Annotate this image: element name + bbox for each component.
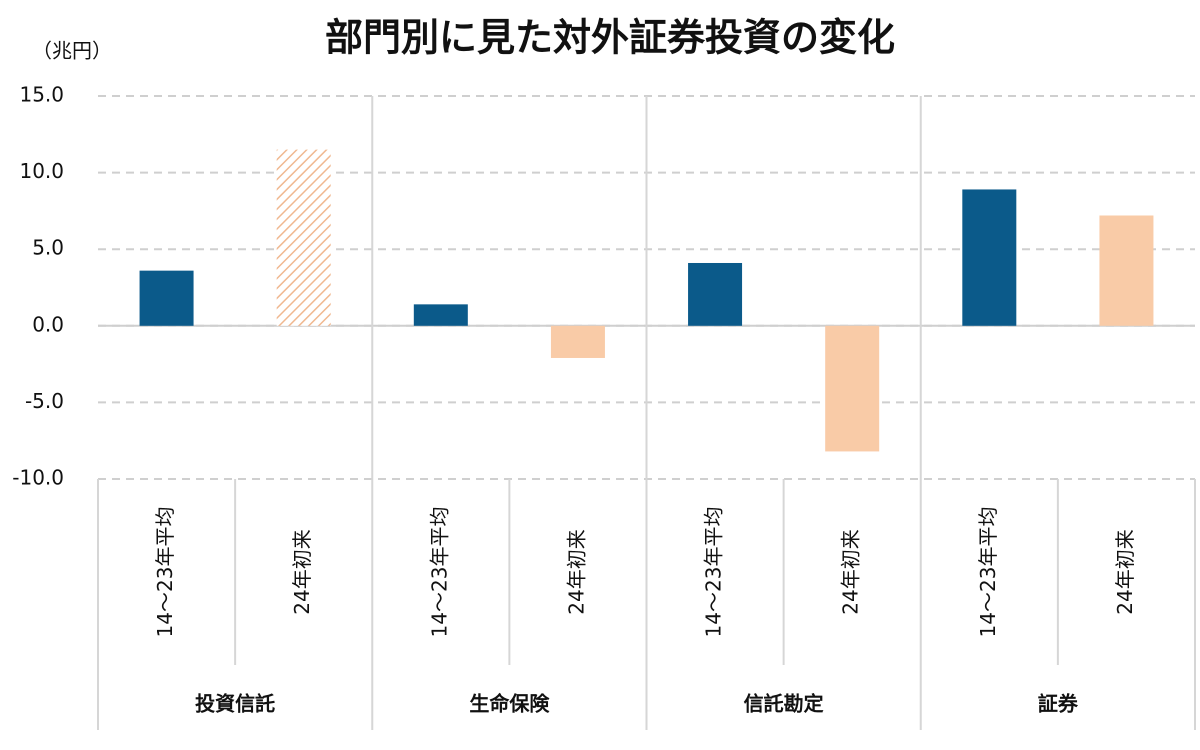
x-tick-label: 24年初来 (290, 529, 314, 614)
bar (139, 270, 194, 326)
x-tick-label: 24年初来 (839, 529, 863, 614)
x-tick-label: 14～23年平均 (976, 507, 1000, 638)
y-tick-label: -10.0 (12, 466, 64, 490)
x-group-label: 生命保険 (469, 692, 550, 716)
x-tick-label: 14～23年平均 (427, 507, 451, 638)
bar (413, 304, 468, 326)
y-axis-unit: （兆円） (32, 39, 112, 63)
chart-title: 部門別に見た対外証券投資の変化 (325, 16, 895, 60)
bar (962, 189, 1017, 326)
x-group-label: 投資信託 (195, 692, 275, 716)
bar (825, 325, 880, 452)
y-tick-label: 5.0 (32, 236, 64, 260)
y-tick-label: -5.0 (25, 389, 64, 413)
x-group-label: 信託勘定 (744, 692, 824, 716)
bar (688, 262, 743, 326)
x-tick-label: 14～23年平均 (702, 507, 726, 638)
bar (276, 149, 331, 326)
x-tick-label: 24年初来 (564, 529, 588, 614)
y-tick-label: 15.0 (19, 83, 64, 107)
x-group-label: 証券 (1038, 692, 1079, 716)
bar (550, 325, 605, 358)
y-tick-label: 0.0 (32, 312, 64, 336)
y-tick-label: 10.0 (19, 159, 64, 183)
x-tick-label: 24年初来 (1113, 529, 1137, 614)
bar (1099, 215, 1154, 326)
x-tick-label: 14～23年平均 (153, 507, 177, 638)
